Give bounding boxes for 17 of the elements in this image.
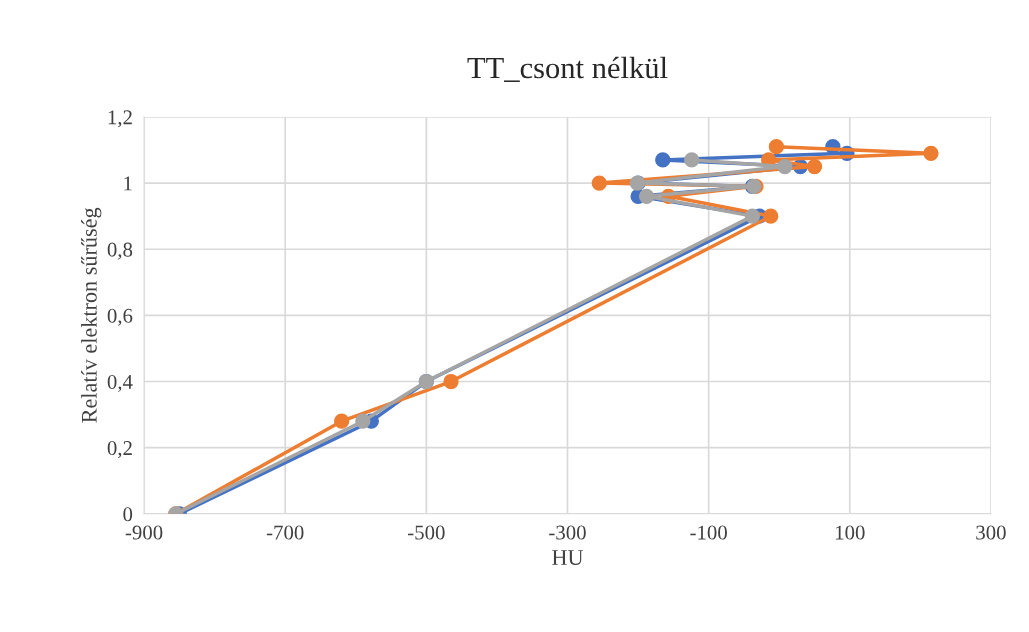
y-tick-label: 1 (124, 176, 132, 191)
x-tick-label: -300 (549, 525, 586, 540)
y-tick-label: 0,8 (107, 242, 133, 260)
x-axis-title: HU (552, 550, 584, 566)
x-tick-label: -700 (266, 525, 304, 540)
y-tick-label: 0 (123, 507, 133, 522)
x-tick-label: 300 (976, 525, 1006, 540)
x-tick-label: -900 (125, 525, 163, 540)
chart-title: TT_csont nélkül (467, 56, 668, 82)
y-tick-label: 1,2 (108, 110, 132, 128)
y-tick-label: 0,6 (107, 308, 133, 326)
x-tick-label: -100 (690, 525, 727, 540)
y-tick-label: 0,2 (107, 441, 132, 459)
y-tick-label: 0,4 (107, 374, 133, 392)
x-tick-label: 100 (835, 525, 865, 540)
x-tick-label: -500 (408, 525, 445, 540)
y-axis-title: Relatív elektron sűrűség (81, 207, 102, 423)
